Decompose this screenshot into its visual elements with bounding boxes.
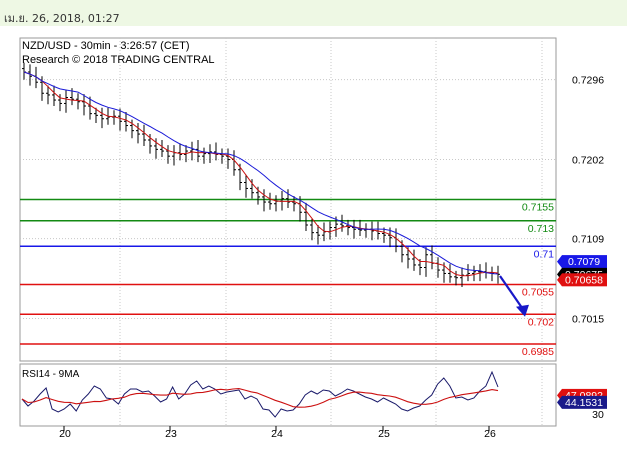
x-tick-label: 25 [378,428,390,440]
candlesticks [22,62,500,288]
rsi-badge-arrow [557,395,562,409]
level-label: 0.7055 [522,287,554,299]
moving-averages [23,71,529,317]
price-tick-label: 0.7015 [572,314,604,326]
rsi-line [21,370,499,418]
rsi-badge [562,395,607,409]
price-badge-arrow [557,273,562,287]
chart-frames [19,37,557,427]
forecast-arrow-head [516,304,529,317]
level-label: 0.6985 [522,346,554,358]
x-tick-label: 23 [165,428,177,440]
level-label: 0.71 [534,248,555,260]
x-tick-label: 20 [59,428,71,440]
ma-fast-line [23,71,499,277]
chart-subtitle: Research © 2018 TRADING CENTRAL [22,54,215,66]
rsi-badge-label: 44.1531 [565,397,603,409]
chart-grid [20,38,556,426]
level-label: 0.702 [528,316,554,328]
rsi-panel [21,370,499,418]
timestamp-bar: เม.ย. 26, 2018, 01:27 [0,0,627,26]
timestamp-text: เม.ย. 26, 2018, 01:27 [4,12,120,25]
axis-labels: 0.72960.72020.71090.70150.70790.706750.7… [59,75,607,440]
rsi-title: RSI14 - 9MA [22,369,80,380]
key-levels: 0.7155 0.713 0.71 0.7055 0.702 0.6985 [20,198,556,358]
x-tick-label: 26 [484,428,496,440]
price-chart: 0.7155 0.713 0.71 0.7055 0.702 0.6985 0.7296 0… [19,37,607,440]
rsi-panel-frame [19,363,557,427]
rsi-tick-label: 30 [592,409,604,421]
chart-title: NZD/USD - 30min - 3:26:57 (CET) [22,40,189,52]
ma-slow-line [23,71,499,275]
x-tick-label: 24 [271,428,283,440]
level-label: 0.713 [528,223,554,235]
price-badge [562,255,607,269]
rsi-ma-line [21,388,499,408]
price-badge-arrow [557,255,562,269]
forecast-arrow-shaft [499,275,525,312]
price-tick-label: 0.7109 [572,234,604,246]
price-tick-label: 0.7296 [572,75,604,87]
price-tick-label: 0.7202 [572,155,604,167]
price-badge-label: 0.70658 [565,274,603,286]
price-badge-label: 0.7079 [568,256,600,268]
price-badge [562,273,607,287]
level-label: 0.7155 [522,202,554,214]
